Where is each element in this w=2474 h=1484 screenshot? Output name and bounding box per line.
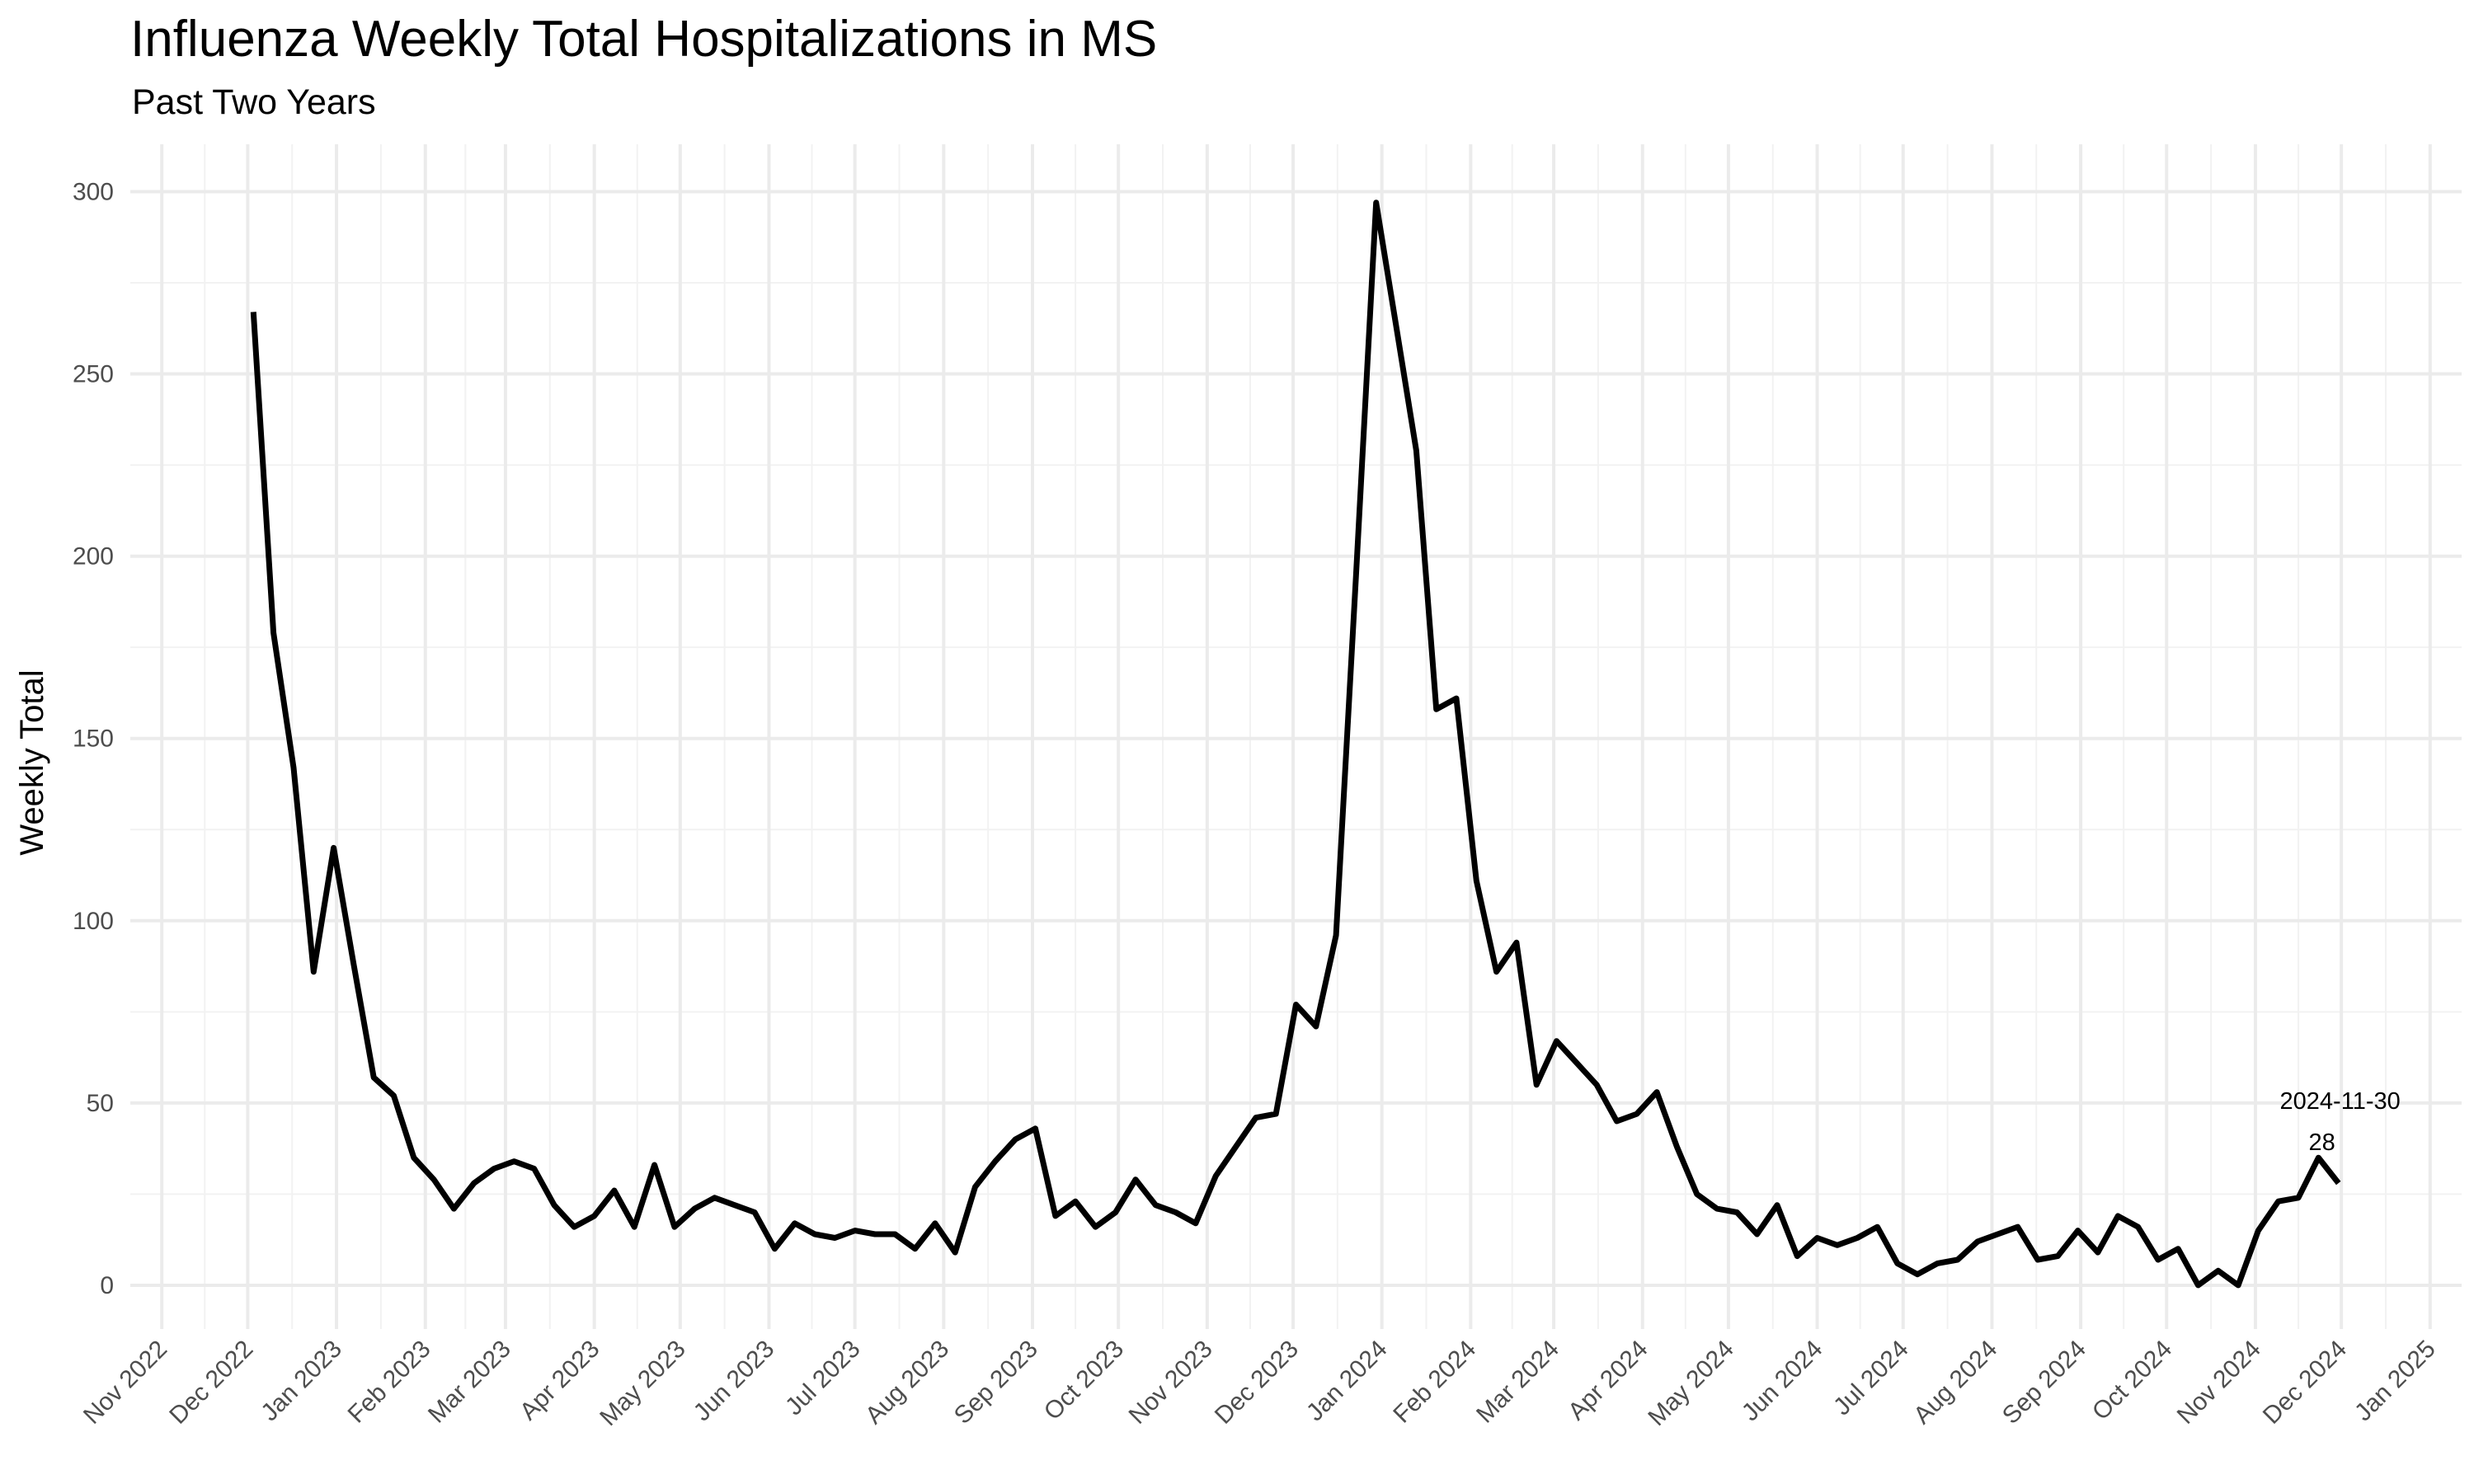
x-tick-label: Dec 2022: [164, 1336, 258, 1430]
annotation-value: 28: [2309, 1129, 2335, 1156]
x-tick-label: Sep 2024: [1997, 1336, 2091, 1430]
x-tick-label: Mar 2023: [423, 1336, 516, 1429]
annotation-layer: 2024-11-30 28: [2280, 1088, 2401, 1156]
x-tick-label: Jun 2023: [689, 1336, 780, 1427]
y-tick-label: 50: [87, 1090, 114, 1117]
x-tick-label: Jul 2023: [780, 1336, 866, 1421]
series-line: [250, 200, 2341, 1289]
x-tick-label: Feb 2024: [1388, 1336, 1481, 1429]
x-tick-label: Nov 2024: [2172, 1336, 2266, 1430]
x-tick-label: Dec 2023: [1210, 1336, 1304, 1430]
x-tick-label: Jul 2024: [1828, 1336, 1914, 1421]
x-tick-label: Aug 2023: [860, 1336, 954, 1430]
x-tick-label: Sep 2023: [949, 1336, 1043, 1430]
x-tick-label: Apr 2024: [1563, 1336, 1653, 1425]
x-tick-label: Feb 2023: [343, 1336, 436, 1429]
x-tick-label: Dec 2024: [2258, 1336, 2352, 1430]
x-tick-label: Oct 2023: [1039, 1336, 1129, 1425]
x-tick-label: Jan 2025: [2349, 1336, 2441, 1427]
x-tick-label: Mar 2024: [1471, 1336, 1564, 1429]
x-tick-label: Apr 2023: [515, 1336, 604, 1425]
x-tick-label: Jan 2023: [256, 1336, 347, 1427]
y-tick-label: 300: [73, 178, 114, 205]
y-tick-label: 250: [73, 361, 114, 388]
chart-subtitle: Past Two Years: [132, 82, 376, 122]
x-tick-label: Nov 2023: [1124, 1336, 1218, 1430]
y-axis-ticks: 0 50 100 150 200 250 300: [73, 178, 114, 1298]
x-tick-label: May 2024: [1643, 1336, 1738, 1431]
annotation-date: 2024-11-30: [2280, 1088, 2401, 1115]
grid-lines: [130, 144, 2462, 1329]
x-tick-label: Nov 2022: [78, 1336, 172, 1430]
y-tick-label: 100: [73, 908, 114, 935]
x-tick-label: Jan 2024: [1301, 1336, 1393, 1427]
x-tick-label: Jun 2024: [1737, 1336, 1828, 1427]
x-tick-label: Aug 2024: [1908, 1336, 2002, 1430]
x-tick-label: Oct 2024: [2087, 1336, 2177, 1425]
series-layer: [250, 200, 2341, 1289]
chart-title: Influenza Weekly Total Hospitalizations …: [130, 11, 1158, 68]
y-tick-label: 0: [100, 1272, 114, 1299]
x-tick-label: May 2023: [595, 1336, 690, 1431]
y-tick-label: 200: [73, 543, 114, 571]
y-tick-label: 150: [73, 726, 114, 753]
y-axis-title: Weekly Total: [14, 669, 50, 855]
